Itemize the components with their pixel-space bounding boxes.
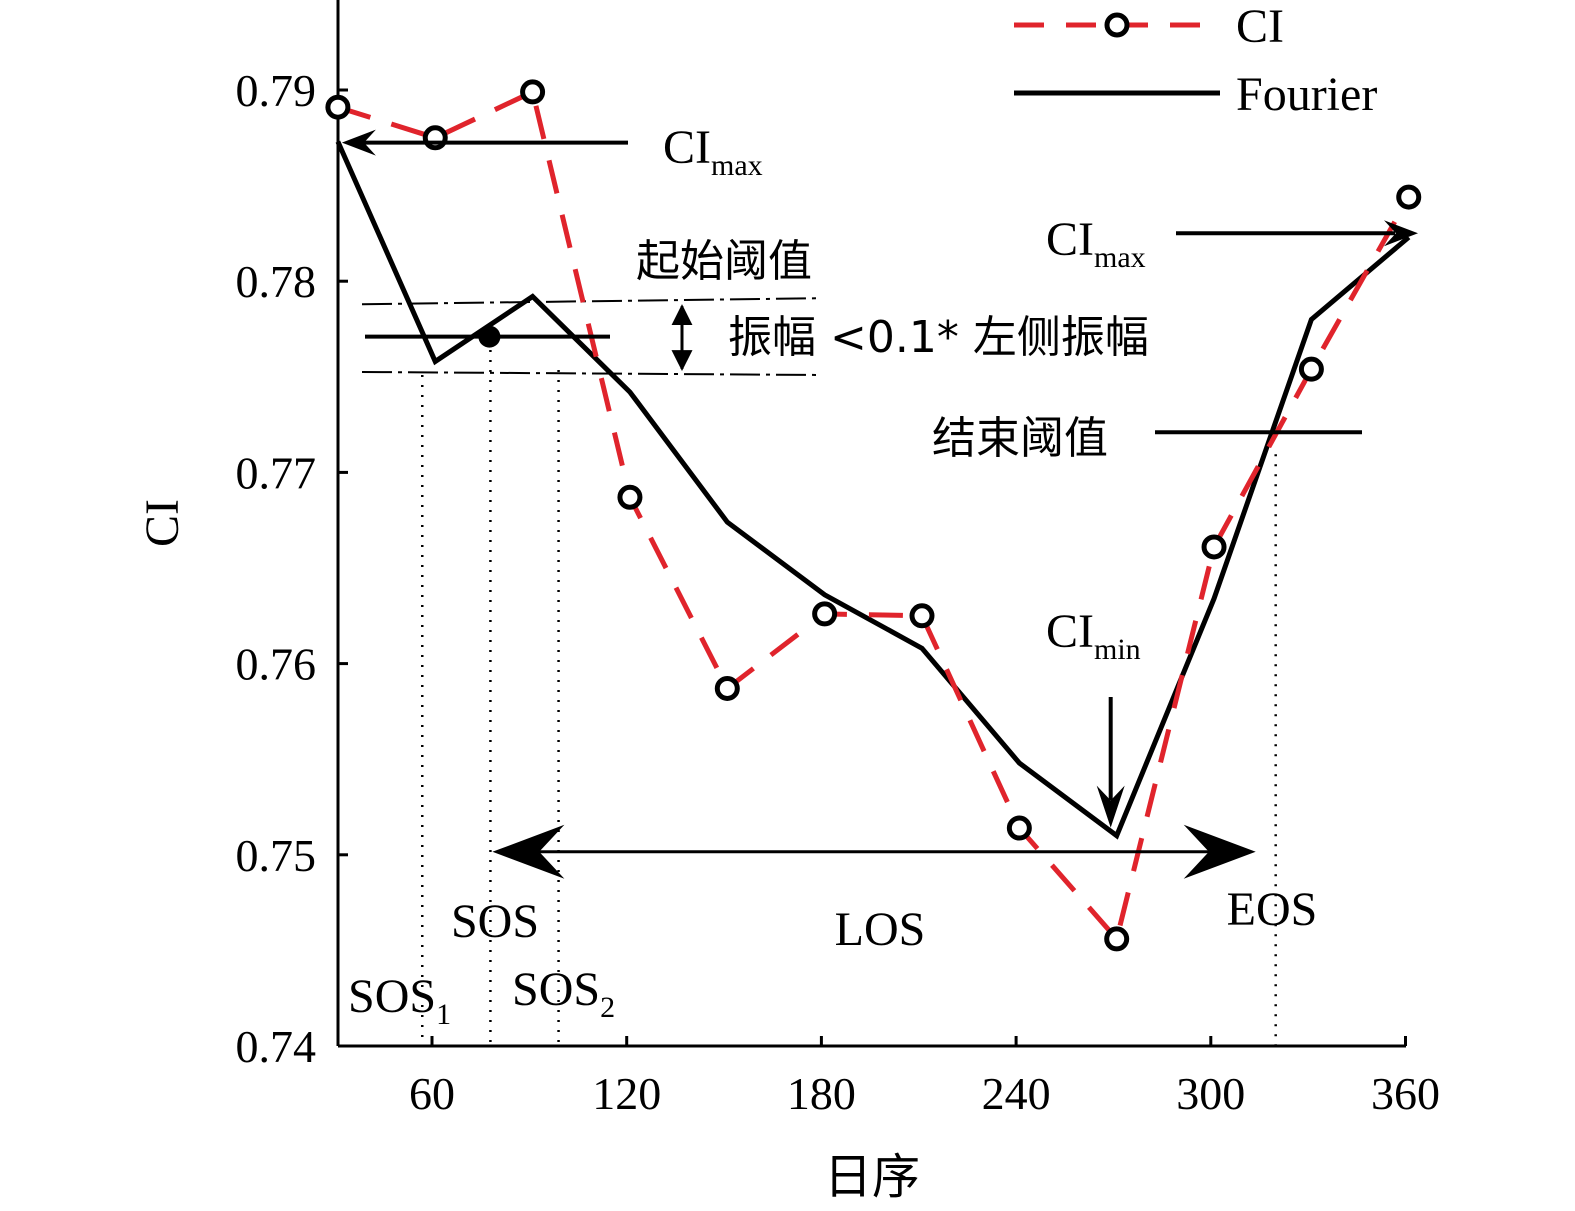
- legend-fourier-label: Fourier: [1236, 68, 1377, 121]
- ci-point: [325, 94, 351, 120]
- y-axis-label: CI: [136, 499, 189, 547]
- los-arrowhead-right: [1183, 824, 1256, 879]
- x-tick-label: 360: [1371, 1068, 1440, 1119]
- y-tick-label: 0.79: [236, 65, 317, 116]
- y-tick-label: 0.76: [236, 639, 317, 690]
- band-lower-line: [361, 370, 821, 376]
- sos-label: SOS: [451, 895, 539, 948]
- ci-max-right-arrowhead: [1384, 220, 1418, 247]
- legend-ci-swatch-marker: [1104, 12, 1130, 38]
- ci-point: [1201, 534, 1227, 560]
- ci-point: [617, 484, 643, 510]
- amplitude-note-label: 振幅 <0.1* 左侧振幅: [728, 312, 1149, 363]
- x-tick-label: 180: [787, 1068, 856, 1119]
- ci-max-left-arrowhead: [341, 129, 376, 156]
- ci-point: [1298, 356, 1324, 382]
- y-tick-label: 0.78: [236, 256, 317, 307]
- ci-min-arrowhead: [1096, 785, 1125, 828]
- ci-point: [909, 603, 935, 629]
- ci-point: [520, 79, 546, 105]
- y-ticks: 0.74 0.75 0.76 0.77 0.78 0.79: [236, 65, 348, 1072]
- start-threshold-label: 起始阈值: [636, 236, 812, 287]
- los-label: LOS: [835, 903, 926, 956]
- amplitude-band: [361, 297, 821, 376]
- ci-max-right-label: CImax: [1046, 213, 1146, 274]
- ci-min-label: CImin: [1046, 605, 1141, 666]
- x-tick-label: 120: [592, 1068, 661, 1119]
- ci-point: [1396, 184, 1422, 210]
- annotation-layer: CImax CImax 起始阈值 振幅 <0.1* 左侧振幅 结束阈值 CImi…: [341, 121, 1418, 1046]
- ci-point: [714, 675, 740, 701]
- end-threshold-label: 结束阈值: [932, 413, 1108, 464]
- ci-point: [422, 125, 448, 151]
- x-tick-label: 60: [409, 1068, 455, 1119]
- ci-point: [1006, 815, 1032, 841]
- series-ci-line: [337, 88, 1411, 945]
- sos2-label: SOS2: [512, 963, 615, 1024]
- sos1-label: SOS1: [348, 970, 451, 1031]
- eos-label: EOS: [1227, 883, 1318, 936]
- band-upper-line: [361, 297, 821, 306]
- ci-max-left-label: CImax: [663, 121, 763, 182]
- x-tick-label: 300: [1176, 1068, 1245, 1119]
- x-ticks: 60 120 180 240 300 360: [409, 1036, 1440, 1119]
- y-tick-label: 0.77: [236, 447, 317, 498]
- legend: CI Fourier: [1014, 0, 1377, 121]
- y-tick-label: 0.74: [236, 1021, 317, 1072]
- los-arrowhead-left: [492, 824, 565, 879]
- x-axis-label: 日序: [824, 1149, 920, 1205]
- series-fourier-line: [335, 140, 1411, 840]
- legend-ci-label: CI: [1236, 0, 1284, 53]
- x-tick-label: 240: [982, 1068, 1051, 1119]
- ci-point: [1104, 926, 1130, 952]
- start-threshold-point: [478, 325, 501, 348]
- ci-point: [812, 601, 838, 627]
- y-tick-label: 0.75: [236, 830, 317, 881]
- series-layer: [325, 79, 1422, 952]
